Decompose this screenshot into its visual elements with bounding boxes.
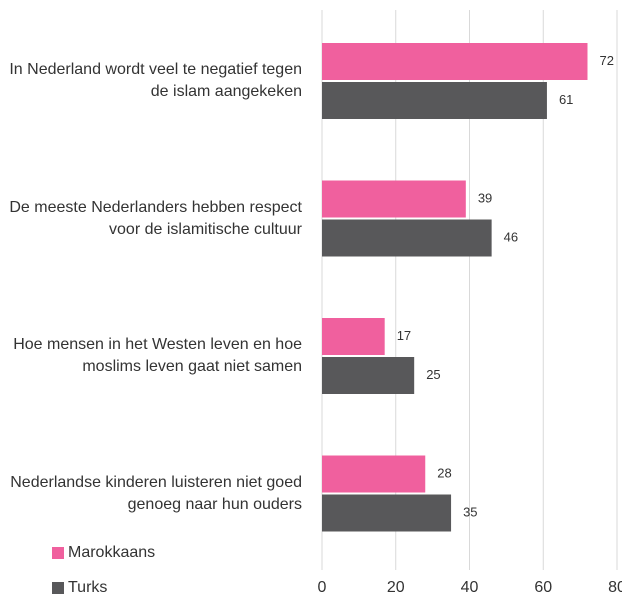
bar <box>322 455 426 493</box>
legend-label: Marokkaans <box>68 544 155 561</box>
bar <box>322 318 385 355</box>
value-label: 61 <box>559 92 573 107</box>
x-tick-label: 80 <box>608 579 622 596</box>
value-label: 28 <box>437 465 451 480</box>
bar <box>322 219 492 257</box>
legend-swatch <box>52 582 64 594</box>
category-label: De meeste Nederlanders hebben respect vo… <box>9 198 302 238</box>
x-tick-label: 40 <box>461 579 479 596</box>
legend-swatch <box>52 547 64 559</box>
category-label: In Nederland wordt veel te negatief tege… <box>9 61 302 100</box>
x-tick-label: 20 <box>387 579 405 596</box>
bar <box>322 357 415 394</box>
bar <box>322 494 452 532</box>
value-label: 35 <box>463 504 477 519</box>
x-tick-label: 0 <box>318 579 327 596</box>
value-label: 39 <box>478 190 492 205</box>
legend-label: Turks <box>68 579 107 596</box>
bar <box>322 180 466 218</box>
value-label: 46 <box>504 229 518 244</box>
value-label: 17 <box>397 328 411 343</box>
category-label: Hoe mensen in het Westen leven en hoe mo… <box>13 336 302 375</box>
category-label: Nederlandse kinderen luisteren niet goed… <box>10 473 302 513</box>
value-label: 25 <box>426 367 440 382</box>
bar <box>322 43 588 80</box>
bar <box>322 82 547 119</box>
value-label: 72 <box>600 53 614 68</box>
x-tick-label: 60 <box>534 579 552 596</box>
